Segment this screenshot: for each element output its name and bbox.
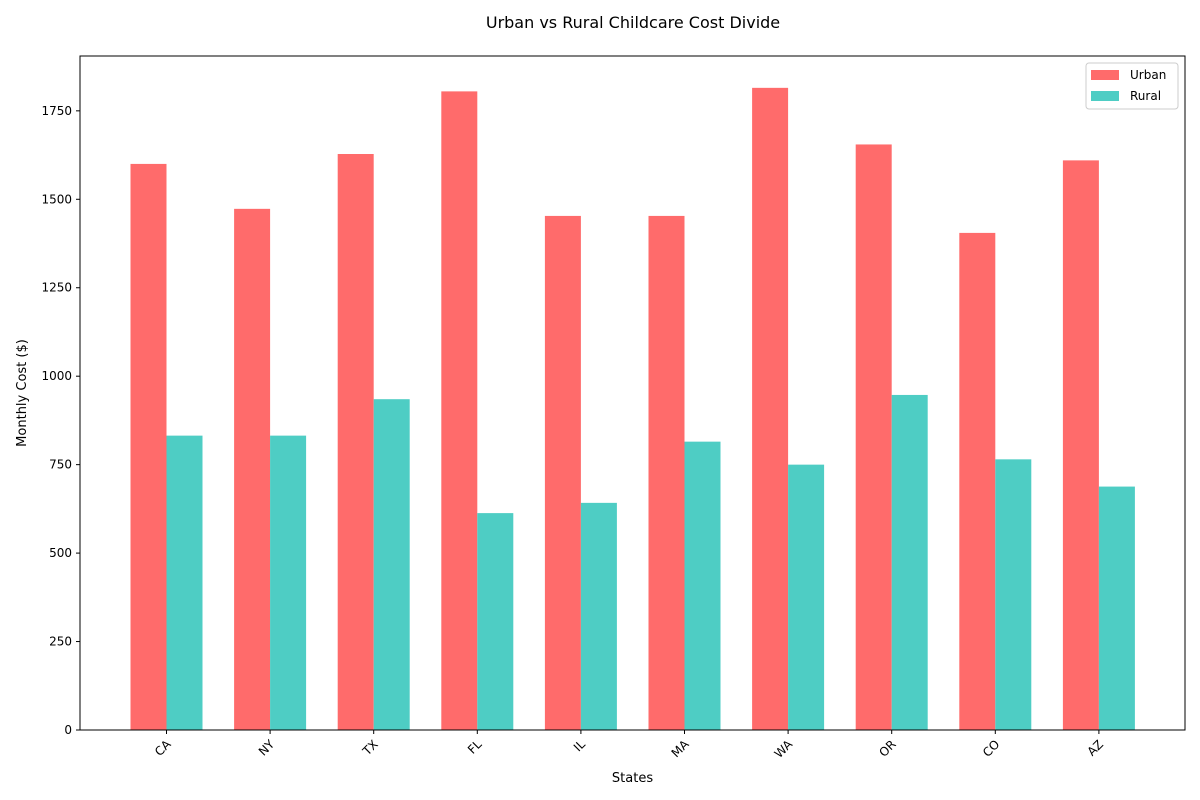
y-axis-label: Monthly Cost ($)	[15, 339, 30, 447]
y-tick-label: 1750	[41, 104, 72, 118]
chart-title: Urban vs Rural Childcare Cost Divide	[486, 13, 780, 32]
y-tick-label: 750	[49, 458, 72, 472]
x-tick-label: CA	[152, 737, 174, 759]
x-tick-label: CO	[980, 737, 1003, 760]
x-axis-ticks: CA NY TX FL IL MA WA OR CO AZ	[152, 730, 1106, 761]
bar-urban-wa	[752, 87, 789, 730]
bar-rural-il	[580, 502, 617, 730]
x-tick-label: MA	[669, 737, 693, 761]
bar-urban-tx	[337, 154, 374, 730]
plot-frame	[79, 55, 1186, 731]
x-tick-label: NY	[256, 737, 278, 759]
bar-rural-fl	[477, 513, 514, 730]
bar-urban-co	[959, 232, 996, 730]
bar-rural-or	[891, 394, 928, 730]
bar-rural-ma	[684, 441, 721, 730]
legend-label-rural: Rural	[1130, 89, 1161, 103]
bar-rural-az	[1098, 486, 1135, 730]
bar-urban-ma	[648, 215, 685, 730]
x-tick-label: WA	[772, 737, 796, 761]
legend-swatch-urban	[1091, 70, 1119, 80]
bar-rural-ny	[270, 435, 307, 730]
x-tick-label: FL	[465, 737, 485, 757]
y-tick-label: 0	[64, 723, 72, 737]
x-tick-label: OR	[876, 737, 898, 759]
y-axis-ticks: 0 250 500 750 1000 1250 1500 1750	[41, 104, 80, 737]
bar-urban-ny	[234, 208, 271, 730]
bars-layer	[130, 87, 1135, 731]
y-tick-label: 500	[49, 546, 72, 560]
y-tick-label: 1500	[41, 192, 72, 206]
bar-urban-fl	[441, 91, 478, 731]
x-tick-label: IL	[571, 737, 588, 754]
y-tick-label: 1250	[41, 281, 72, 295]
x-tick-label: AZ	[1084, 737, 1106, 759]
bar-urban-az	[1062, 160, 1099, 731]
bar-rural-co	[995, 459, 1032, 730]
bar-urban-or	[855, 144, 892, 731]
bar-rural-tx	[373, 399, 410, 730]
y-tick-label: 1000	[41, 369, 72, 383]
y-tick-label: 250	[49, 635, 72, 649]
legend-label-urban: Urban	[1130, 68, 1166, 82]
x-axis-label: States	[612, 771, 653, 786]
x-tick-label: TX	[359, 737, 381, 759]
legend-swatch-rural	[1091, 91, 1119, 101]
legend: Urban Rural	[1085, 62, 1179, 110]
bar-rural-ca	[166, 435, 203, 730]
bar-urban-ca	[130, 163, 167, 730]
bar-urban-il	[544, 215, 581, 730]
bar-rural-wa	[788, 464, 825, 730]
